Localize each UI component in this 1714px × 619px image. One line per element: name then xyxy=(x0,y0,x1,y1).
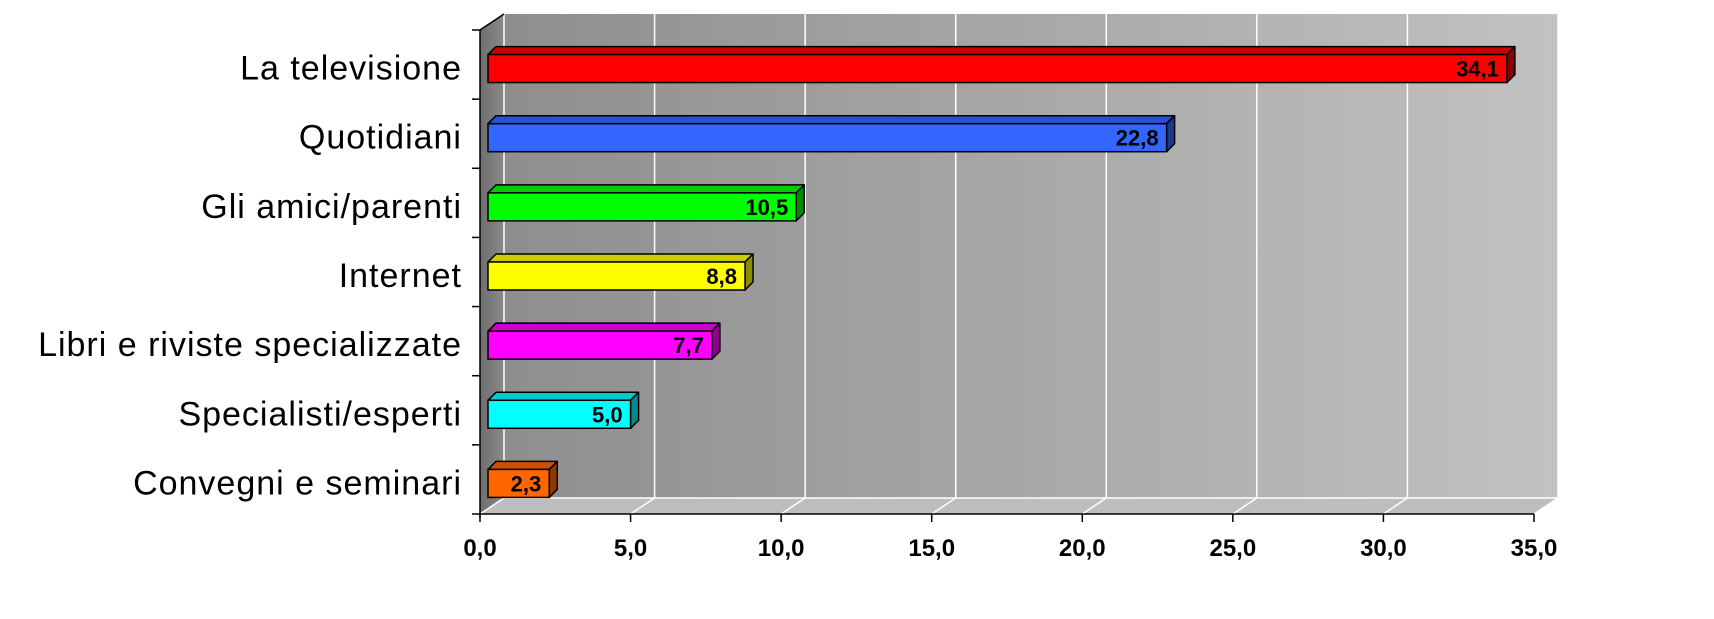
y-axis-depth-line xyxy=(479,13,505,31)
x-tick-label: 30,0 xyxy=(1360,535,1407,562)
floor-gridline xyxy=(931,497,957,515)
category-label: La televisione xyxy=(240,50,462,88)
floor-gridline xyxy=(630,497,655,515)
bar-top-face xyxy=(487,460,559,471)
x-tick-label: 0,0 xyxy=(463,535,496,562)
x-tick-label: 10,0 xyxy=(758,535,805,562)
data-label: 8,8 xyxy=(706,264,737,289)
bar-top-face xyxy=(487,114,1176,125)
data-label: 22,8 xyxy=(1116,126,1159,151)
data-label: 5,0 xyxy=(592,402,623,427)
bar-top-face xyxy=(487,322,721,332)
bar-top-face xyxy=(487,184,805,194)
category-label: Convegni e seminari xyxy=(133,464,462,502)
category-label: Gli amici/parenti xyxy=(201,188,462,226)
category-label: Libri e riviste specializzate xyxy=(38,326,462,364)
floor-gridline xyxy=(1081,497,1107,515)
category-label: Quotidiani xyxy=(299,119,462,157)
data-label: 34,1 xyxy=(1456,57,1499,82)
bar xyxy=(487,261,746,291)
floor-gridline xyxy=(780,497,806,515)
x-tick-label: 5,0 xyxy=(614,535,647,562)
category-label: Specialisti/esperti xyxy=(178,395,462,433)
floor-gridline xyxy=(479,497,505,515)
bar xyxy=(487,122,1168,153)
plot-floor xyxy=(480,498,1558,514)
x-tick-label: 20,0 xyxy=(1059,535,1106,562)
bar-top-face xyxy=(487,253,754,263)
bar xyxy=(487,468,551,499)
data-label: 7,7 xyxy=(673,333,704,358)
floor-gridline xyxy=(1383,497,1408,515)
bar-top-face xyxy=(487,45,1516,56)
category-label: Internet xyxy=(339,257,462,295)
x-tick-label: 35,0 xyxy=(1511,535,1558,562)
x-tick-label: 15,0 xyxy=(908,535,955,562)
floor-gridline xyxy=(1533,497,1559,515)
bar xyxy=(487,53,1508,84)
x-tick-label: 25,0 xyxy=(1209,535,1256,562)
data-label: 2,3 xyxy=(511,471,542,496)
bar-top-face xyxy=(487,391,640,402)
data-label: 10,5 xyxy=(745,195,788,220)
floor-gridline xyxy=(1232,497,1258,515)
bar xyxy=(487,399,632,430)
bar xyxy=(487,330,713,360)
bar xyxy=(487,192,797,222)
